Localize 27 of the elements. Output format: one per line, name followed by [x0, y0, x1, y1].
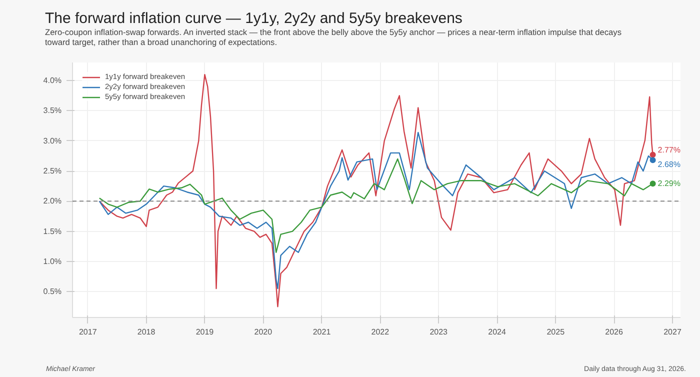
- x-tick-label: 2027: [664, 328, 682, 336]
- point: [650, 152, 656, 158]
- y-tick-label: 0.5%: [43, 287, 62, 296]
- x-tick-label: 2023: [430, 328, 448, 336]
- chart-title: The forward inflation curve — 1y1y, 2y2y and 5y5y breakevens: [45, 9, 462, 29]
- chart-subtitle: Zero-coupon inflation-swap forwards. An inverted stack — the front above the belly above the 5y5y anchor — prices a near-term inflation impulse that decays toward target, rather than a broad unanchoring of expectations.: [45, 27, 622, 48]
- x-tick-label: 2024: [488, 328, 506, 336]
- data-label: 2.29%: [658, 179, 680, 188]
- x-tick-label: 2026: [605, 328, 624, 336]
- y-tick-label: 1.0%: [43, 256, 62, 266]
- x-tick-label: 2017: [78, 328, 98, 336]
- x-tick-label: 2022: [371, 328, 390, 336]
- x-tick-label: 2021: [312, 328, 332, 336]
- x-tick-label: 2020: [254, 328, 273, 336]
- y-tick-label: 2.5%: [43, 166, 62, 176]
- y-tick-label: 4.0%: [43, 76, 62, 86]
- x-tick-label: 2025: [546, 328, 566, 336]
- x-tick-label: 2018: [137, 328, 156, 336]
- point: [650, 157, 656, 164]
- data-label: 2.77%: [658, 146, 680, 155]
- x-tick-label: 2019: [196, 328, 214, 336]
- y-tick-label: 3.0%: [43, 136, 62, 146]
- y-tick-label: 2.0%: [43, 196, 62, 206]
- data-label: 2.68%: [658, 160, 680, 170]
- point: [650, 180, 656, 187]
- y-tick-label: 1.5%: [43, 226, 62, 236]
- y-tick-label: 3.5%: [43, 106, 62, 116]
